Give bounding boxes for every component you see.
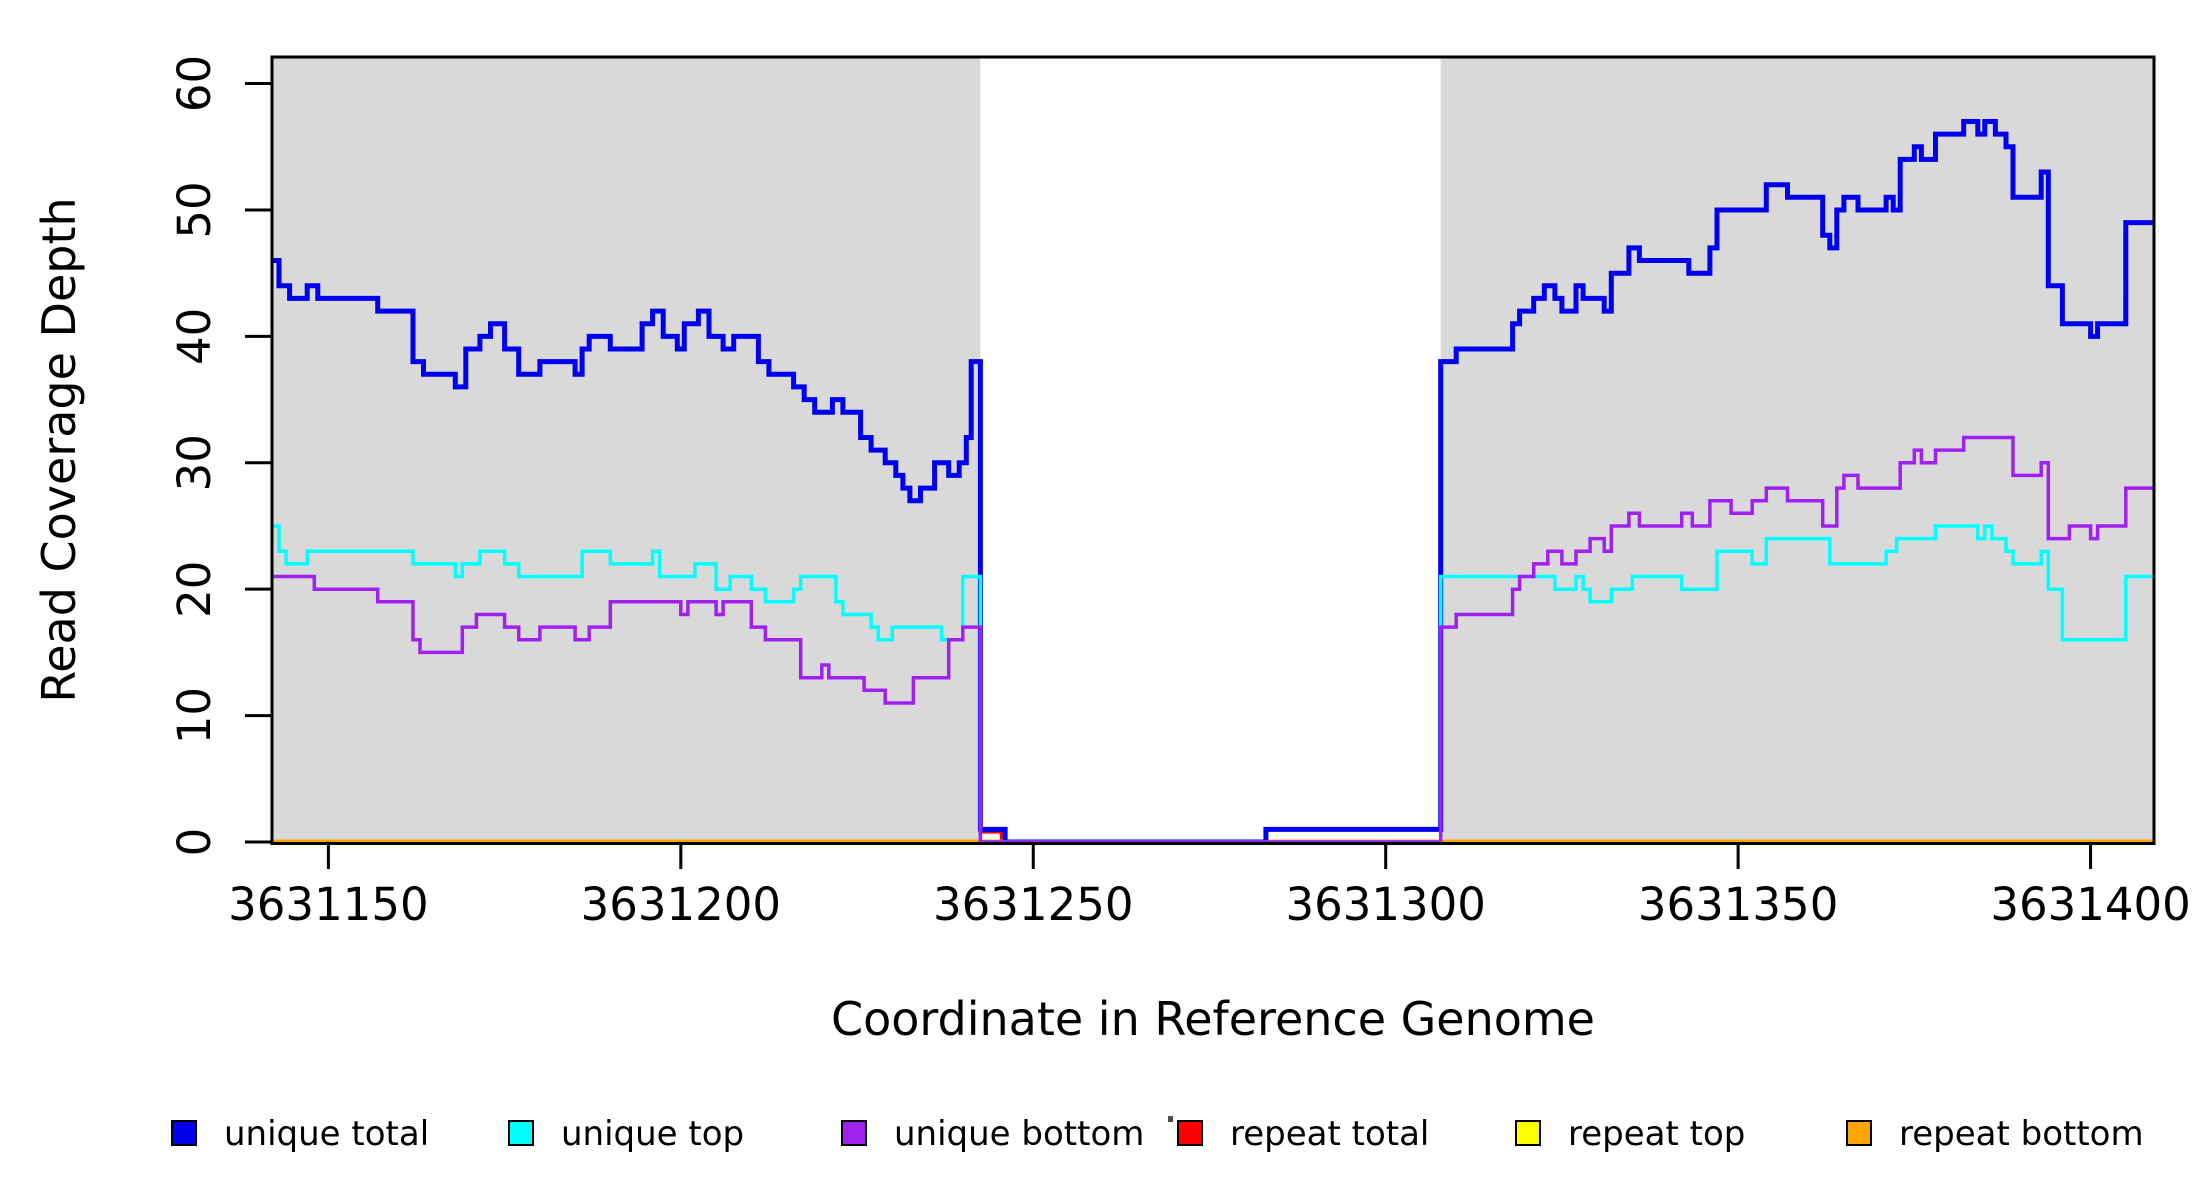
y-tick-label: 20	[168, 561, 221, 618]
y-tick-label: 60	[168, 55, 221, 112]
legend-label-repeat-total: repeat total	[1230, 1114, 1429, 1154]
shaded-regions	[272, 57, 2154, 843]
x-axis-title: Coordinate in Reference Genome	[831, 992, 1595, 1046]
legend-item: unique total	[171, 1114, 429, 1154]
legend-item: repeat bottom	[1846, 1114, 2144, 1154]
y-tick-label: 30	[168, 434, 221, 491]
legend-item: unique top	[508, 1114, 744, 1154]
series-line-unique-bottom	[272, 435, 2154, 844]
legend-item: repeat total	[1177, 1114, 1429, 1154]
legend: unique total unique top unique bottom repea…	[171, 1114, 2144, 1154]
stray-dot	[1168, 1116, 1173, 1122]
y-tick-label: 0	[168, 828, 221, 857]
y-tick-label: 10	[168, 687, 221, 744]
legend-swatch-repeat-top	[1515, 1120, 1541, 1146]
series-line-unique-total	[272, 119, 2154, 845]
legend-label-repeat-bottom: repeat bottom	[1899, 1114, 2144, 1154]
shaded-region	[272, 57, 981, 843]
legend-label-unique-top: unique top	[561, 1114, 744, 1154]
x-tick-label: 3631250	[933, 878, 1133, 931]
legend-swatch-unique-top	[508, 1120, 534, 1146]
legend-swatch-repeat-bottom	[1846, 1120, 1872, 1146]
legend-swatch-unique-bottom	[841, 1120, 867, 1146]
x-tick-label: 3631150	[228, 878, 428, 931]
legend-item: unique bottom	[841, 1114, 1144, 1154]
x-tick-label: 3631200	[581, 878, 781, 931]
shaded-region	[1440, 57, 2154, 843]
x-tick-label: 3631300	[1285, 878, 1485, 931]
legend-label-unique-bottom: unique bottom	[894, 1114, 1144, 1154]
legend-label-unique-total: unique total	[224, 1114, 429, 1154]
x-tick-label: 3631400	[1990, 878, 2190, 931]
legend-swatch-unique-total	[171, 1120, 197, 1146]
legend-label-repeat-top: repeat top	[1568, 1114, 1745, 1154]
y-tick-label: 50	[168, 181, 221, 238]
x-tick-label: 3631350	[1638, 878, 1838, 931]
legend-swatch-repeat-total	[1177, 1120, 1203, 1146]
axis-tick-labels: 3631150 3631200 3631250 3631300 3631350 36314…	[168, 55, 2191, 931]
plot-border	[270, 55, 2156, 845]
legend-item: repeat top	[1515, 1114, 1745, 1154]
axis-ticks	[245, 82, 2093, 869]
y-tick-label: 40	[168, 308, 221, 365]
y-axis-title: Read Coverage Depth	[32, 197, 86, 702]
